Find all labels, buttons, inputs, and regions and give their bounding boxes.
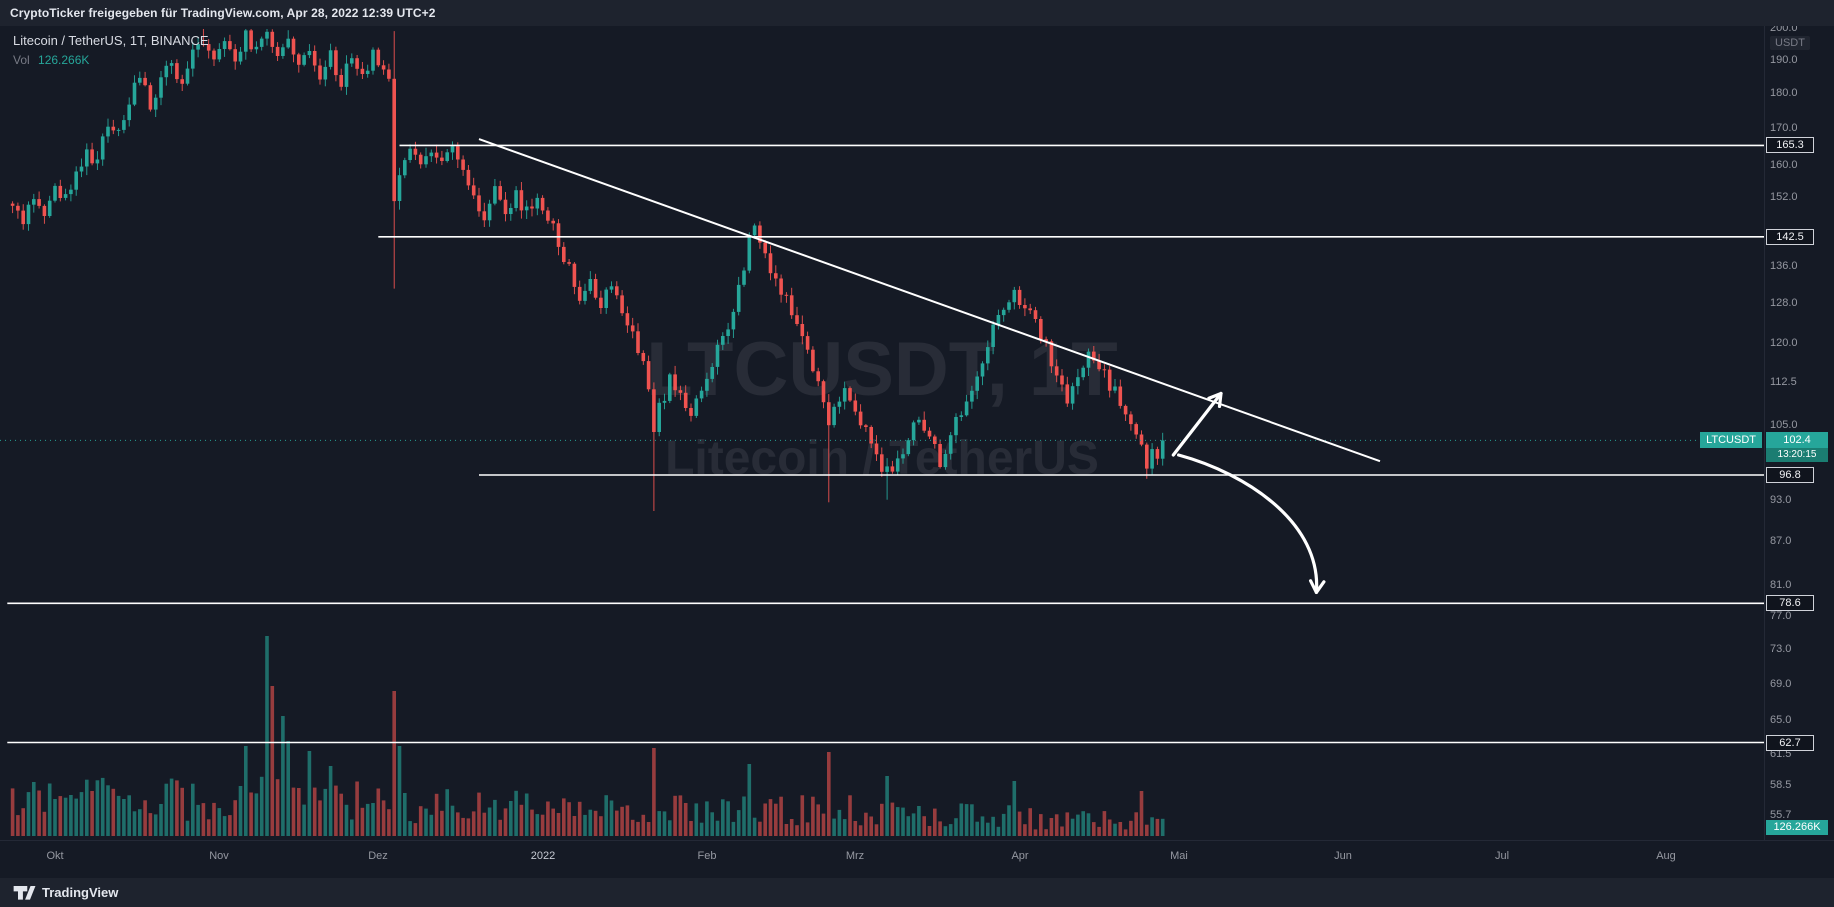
- drawing-arrows[interactable]: [1171, 391, 1326, 594]
- volume-axis-tag: 126.266K: [1766, 820, 1828, 835]
- level-price-tag: 142.5: [1766, 229, 1814, 245]
- tradingview-logo-icon: [13, 885, 36, 900]
- price-tick-label: 61.5: [1770, 748, 1792, 760]
- time-tick-label: Mrz: [845, 850, 865, 862]
- price-axis-unit: USDT: [1770, 36, 1810, 50]
- price-tick-label: 170.0: [1770, 122, 1798, 134]
- symbol-title[interactable]: Litecoin / TetherUS, 1T, BINANCE: [13, 33, 209, 48]
- time-axis[interactable]: Okt Nov Dez 2022 Feb Mrz Apr Mai Jun Jul Aug: [0, 840, 1834, 879]
- price-tick-label: 69.0: [1770, 678, 1792, 690]
- symbol-name[interactable]: Litecoin / TetherUS: [13, 33, 123, 48]
- tradingview-wordmark: TradingView: [42, 885, 119, 900]
- price-tick-label: 77.0: [1770, 610, 1792, 622]
- price-tick-label: 120.0: [1770, 337, 1798, 349]
- drawing-horizontal-levels-and-trendline[interactable]: [7, 138, 1764, 744]
- level-price-tag: 78.6: [1766, 595, 1814, 611]
- candlestick-series: [10, 29, 1165, 511]
- price-tick-label: 128.0: [1770, 297, 1798, 309]
- interval-label[interactable]: 1T: [129, 33, 144, 48]
- price-tick-label: 190.0: [1770, 54, 1798, 66]
- price-axis-separator: [1764, 26, 1765, 840]
- time-tick-label: Nov: [209, 850, 229, 862]
- price-tick-label: 81.0: [1770, 579, 1792, 591]
- attribution-text: CryptoTicker freigegeben für TradingView…: [10, 6, 436, 20]
- time-tick-label: Mai: [1170, 850, 1188, 862]
- title-separator: ,: [122, 33, 130, 48]
- time-tick-label: Jun: [1334, 850, 1352, 862]
- watermark-symbol: LTCUSDT, 1T: [646, 327, 1118, 412]
- price-axis[interactable]: USDT 200.0 190.0 180.0 170.0 160.0 152.0 136.0…: [1764, 0, 1834, 840]
- price-tick-label: 136.0: [1770, 260, 1798, 272]
- price-tick-label: 180.0: [1770, 87, 1798, 99]
- price-tick-label: 160.0: [1770, 159, 1798, 171]
- tradingview-logo[interactable]: TradingView: [12, 884, 118, 901]
- level-price-tag: 96.8: [1766, 467, 1814, 483]
- attribution-bar: CryptoTicker freigegeben für TradingView…: [0, 0, 1834, 26]
- price-tick-label: 105.0: [1770, 419, 1798, 431]
- symbol-price-tag: LTCUSDT: [1700, 432, 1762, 448]
- price-tick-label: 152.0: [1770, 191, 1798, 203]
- price-tick-label: 65.0: [1770, 714, 1792, 726]
- last-price-tag: 102.4: [1766, 432, 1828, 448]
- price-tick-label: 58.5: [1770, 779, 1792, 791]
- price-tick-label: 112.5: [1770, 376, 1797, 388]
- chart-legend: Litecoin / TetherUS, 1T, BINANCE Vol 126…: [13, 33, 209, 67]
- title-separator: ,: [143, 33, 151, 48]
- level-price-tag: 62.7: [1766, 735, 1814, 751]
- time-tick-label: Okt: [46, 850, 64, 862]
- volume-value: 126.266K: [38, 53, 90, 67]
- volume-histogram: [10, 636, 1165, 836]
- price-tick-label: 73.0: [1770, 643, 1792, 655]
- price-tick-label: 87.0: [1770, 535, 1792, 547]
- bar-countdown-tag: 13:20:15: [1766, 448, 1828, 462]
- time-tick-label: Feb: [697, 850, 717, 862]
- price-tick-label: 93.0: [1770, 494, 1792, 506]
- level-price-tag: 165.3: [1766, 137, 1814, 153]
- footer-bar: TradingView: [0, 878, 1834, 907]
- price-tick-label: 55.7: [1770, 809, 1792, 821]
- time-tick-label: Apr: [1011, 850, 1029, 862]
- volume-label: Vol: [13, 53, 30, 67]
- time-tick-label: Dez: [368, 850, 388, 862]
- time-tick-label: Aug: [1656, 850, 1676, 862]
- time-tick-label: Jul: [1494, 850, 1510, 862]
- volume-legend: Vol 126.266K: [13, 53, 209, 67]
- time-tick-label: 2022: [530, 850, 556, 862]
- exchange-label[interactable]: BINANCE: [150, 33, 209, 48]
